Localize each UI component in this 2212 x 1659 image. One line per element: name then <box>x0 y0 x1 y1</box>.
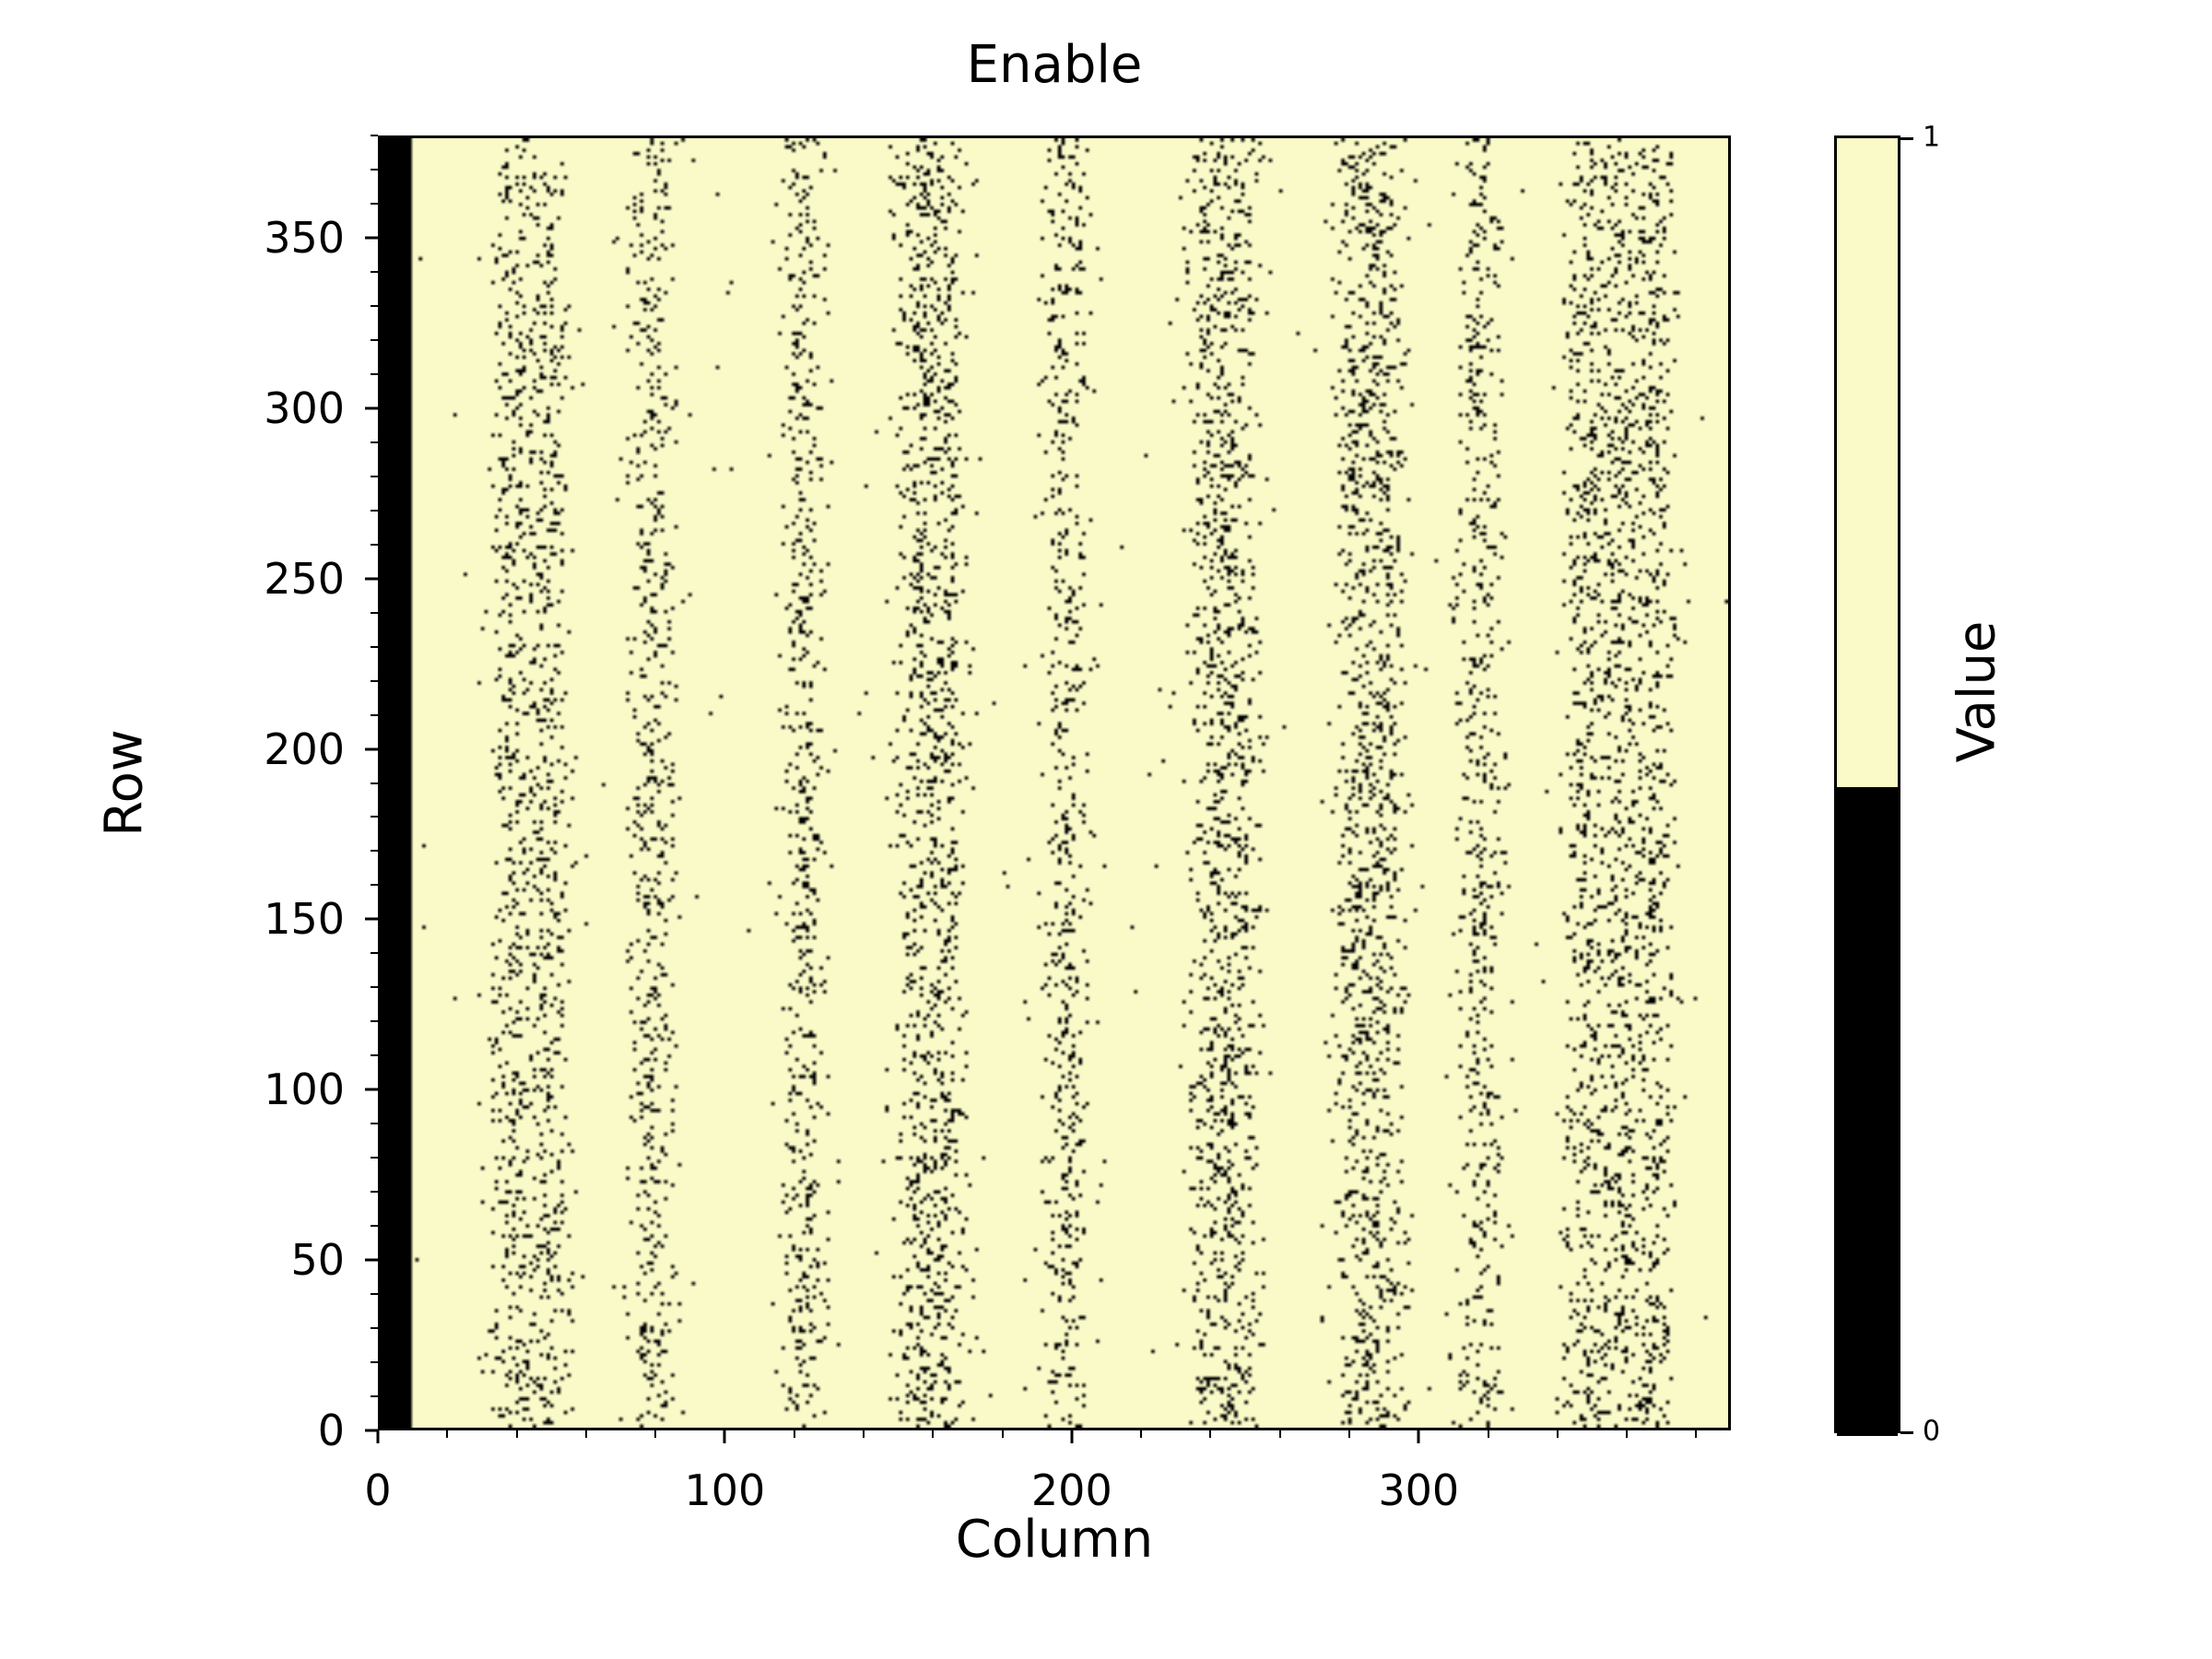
x-tick-minor <box>1140 1430 1143 1438</box>
y-tick-minor <box>371 952 378 955</box>
x-tick-label: 0 <box>364 1465 392 1515</box>
y-tick-minor <box>371 645 378 648</box>
y-tick-mark <box>365 747 378 751</box>
y-tick-minor <box>371 135 378 136</box>
x-tick-minor <box>793 1430 795 1438</box>
colorbar-tick-mark <box>1900 1431 1913 1434</box>
x-tick-mark <box>723 1430 726 1443</box>
y-tick-minor <box>371 1395 378 1398</box>
y-tick-minor <box>371 1054 378 1057</box>
y-tick-label: 50 <box>290 1235 345 1286</box>
y-tick-minor <box>371 884 378 887</box>
x-axis-label: Column <box>955 1510 1154 1570</box>
page-title: Enable <box>966 35 1143 95</box>
x-tick-minor <box>1695 1430 1698 1438</box>
y-tick-minor <box>371 986 378 989</box>
y-tick-minor <box>371 1225 378 1228</box>
x-tick-minor <box>1556 1430 1559 1438</box>
x-tick-minor <box>862 1430 865 1438</box>
y-tick-minor <box>371 509 378 512</box>
y-tick-minor <box>371 850 378 853</box>
colorbar-label-text: Value <box>1947 620 2007 762</box>
y-tick-minor <box>371 679 378 682</box>
colorbar-tick-label: 1 <box>1923 121 1941 154</box>
y-axis-label: Row <box>94 135 155 1430</box>
x-tick-minor <box>1209 1430 1212 1438</box>
y-tick-minor <box>371 1327 378 1330</box>
y-tick-minor <box>371 338 378 341</box>
y-tick-minor <box>371 441 378 443</box>
y-tick-label: 350 <box>264 212 345 263</box>
y-tick-label: 200 <box>264 724 345 774</box>
y-tick-minor <box>371 270 378 273</box>
x-tick-minor <box>1001 1430 1004 1438</box>
colorbar-label: Value <box>1945 461 2009 922</box>
x-tick-minor <box>932 1430 935 1438</box>
y-axis: 0 50 100 150 200 250 300 350 <box>0 135 378 1455</box>
y-tick-label: 150 <box>264 894 345 945</box>
y-tick-minor <box>371 782 378 784</box>
x-tick-label: 300 <box>1378 1465 1460 1515</box>
x-tick-minor <box>1278 1430 1281 1438</box>
x-tick-label: 200 <box>1030 1465 1112 1515</box>
x-tick-label: 100 <box>684 1465 766 1515</box>
x-tick-minor <box>1487 1430 1489 1438</box>
x-tick-minor <box>654 1430 657 1438</box>
y-tick-minor <box>371 1020 378 1023</box>
y-tick-label: 250 <box>264 553 345 604</box>
y-tick-minor <box>371 611 378 614</box>
y-tick-minor <box>371 816 378 818</box>
y-tick-minor <box>371 168 378 171</box>
y-tick-minor <box>371 713 378 716</box>
y-tick-minor <box>371 202 378 205</box>
y-tick-label: 300 <box>264 382 345 433</box>
colorbar-tick-label: 0 <box>1923 1415 1941 1448</box>
y-tick-mark <box>365 406 378 410</box>
x-tick-minor <box>515 1430 518 1438</box>
heatmap-image <box>381 138 1728 1428</box>
y-tick-mark <box>365 917 378 921</box>
y-tick-mark <box>365 236 378 240</box>
x-tick-mark <box>376 1430 380 1443</box>
y-tick-label: 0 <box>317 1406 345 1455</box>
colorbar-tick-mark <box>1900 137 1913 140</box>
y-tick-minor <box>371 1293 378 1296</box>
x-tick-minor <box>1626 1430 1629 1438</box>
y-tick-minor <box>371 372 378 375</box>
colorbar-segment-high <box>1837 138 1898 787</box>
y-tick-mark <box>365 1429 378 1432</box>
colorbar-segment-low <box>1837 787 1898 1436</box>
y-tick-label: 100 <box>264 1065 345 1115</box>
y-tick-minor <box>371 1157 378 1159</box>
y-tick-minor <box>371 543 378 546</box>
y-tick-mark <box>365 1258 378 1262</box>
x-tick-minor <box>1347 1430 1350 1438</box>
y-tick-minor <box>371 304 378 307</box>
x-tick-mark <box>1070 1430 1074 1443</box>
x-tick-minor <box>584 1430 587 1438</box>
y-tick-minor <box>371 1123 378 1125</box>
x-tick-mark <box>1417 1430 1420 1443</box>
y-tick-minor <box>371 1361 378 1364</box>
x-tick-minor <box>446 1430 449 1438</box>
colorbar-gradient <box>1834 135 1900 1436</box>
y-tick-mark <box>365 1088 378 1091</box>
y-tick-minor <box>371 475 378 477</box>
plot-area <box>378 135 1731 1430</box>
y-tick-mark <box>365 577 378 581</box>
y-tick-minor <box>371 1191 378 1194</box>
x-axis: 0 100 200 300 <box>364 1430 1731 1541</box>
y-axis-label-text: Row <box>94 729 155 837</box>
